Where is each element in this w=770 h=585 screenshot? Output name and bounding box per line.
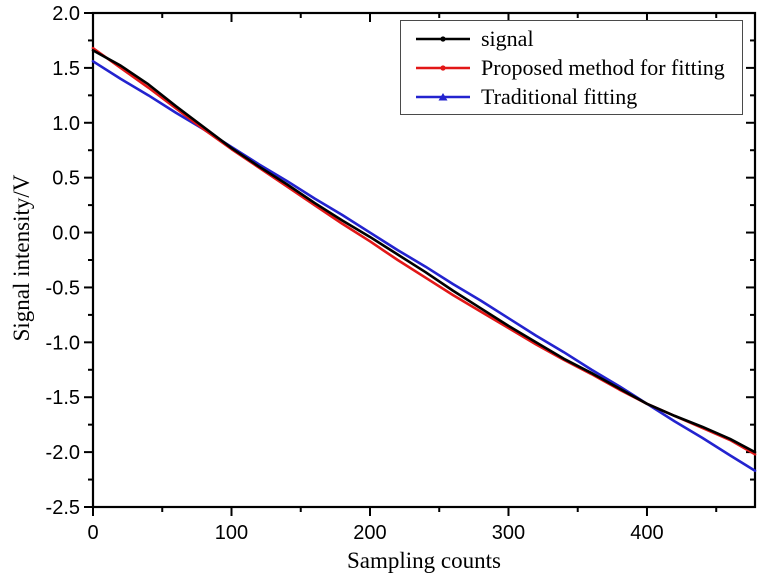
circle-marker-icon	[440, 64, 446, 71]
y-tick-label: -2.5	[46, 497, 80, 519]
x-tick-label: 100	[215, 522, 248, 544]
x-axis-title: Sampling counts	[347, 548, 501, 573]
y-tick-label: 1.5	[52, 58, 80, 80]
y-tick-label: 1.0	[52, 113, 80, 135]
legend-label: Traditional fitting	[481, 83, 638, 109]
triangle-marker-icon	[438, 92, 448, 100]
legend-label: Proposed method for fitting	[481, 54, 725, 80]
legend-line-sample	[416, 35, 470, 42]
y-axis-title: Signal intensity/V	[9, 174, 34, 342]
y-tick-label: -1.5	[46, 387, 80, 409]
tick-labels: 2.0 1.5 1.0 0.5 0.0 -0.5 -1.0 -1.5 -2.0 -2.5 0 100 2…	[46, 3, 664, 544]
x-tick-label: 400	[630, 522, 663, 544]
legend-line-sample	[416, 64, 470, 71]
legend-item-traditional-fitting: Traditional fitting	[414, 83, 740, 109]
legend-item-proposed-fitting: Proposed method for fitting	[414, 54, 740, 80]
legend-line-sample	[416, 92, 470, 100]
x-tick-label: 300	[492, 522, 525, 544]
legend: signal Proposed method for fitting Tradi…	[400, 20, 743, 115]
legend-label: signal	[481, 25, 534, 51]
y-tick-label: 2.0	[52, 3, 80, 25]
series-line-traditional-fitting	[91, 60, 757, 473]
y-tick-label: 0.5	[52, 168, 80, 190]
circle-marker-icon	[440, 35, 446, 42]
x-tick-label: 200	[353, 522, 386, 544]
legend-item-signal: signal	[414, 25, 740, 51]
x-tick-label: 0	[87, 522, 98, 544]
y-tick-label: -0.5	[46, 277, 80, 299]
y-tick-label: -2.0	[46, 442, 80, 464]
series-line-signal	[91, 49, 757, 454]
y-tick-label: -1.0	[46, 332, 80, 354]
y-tick-label: 0.0	[52, 223, 80, 245]
